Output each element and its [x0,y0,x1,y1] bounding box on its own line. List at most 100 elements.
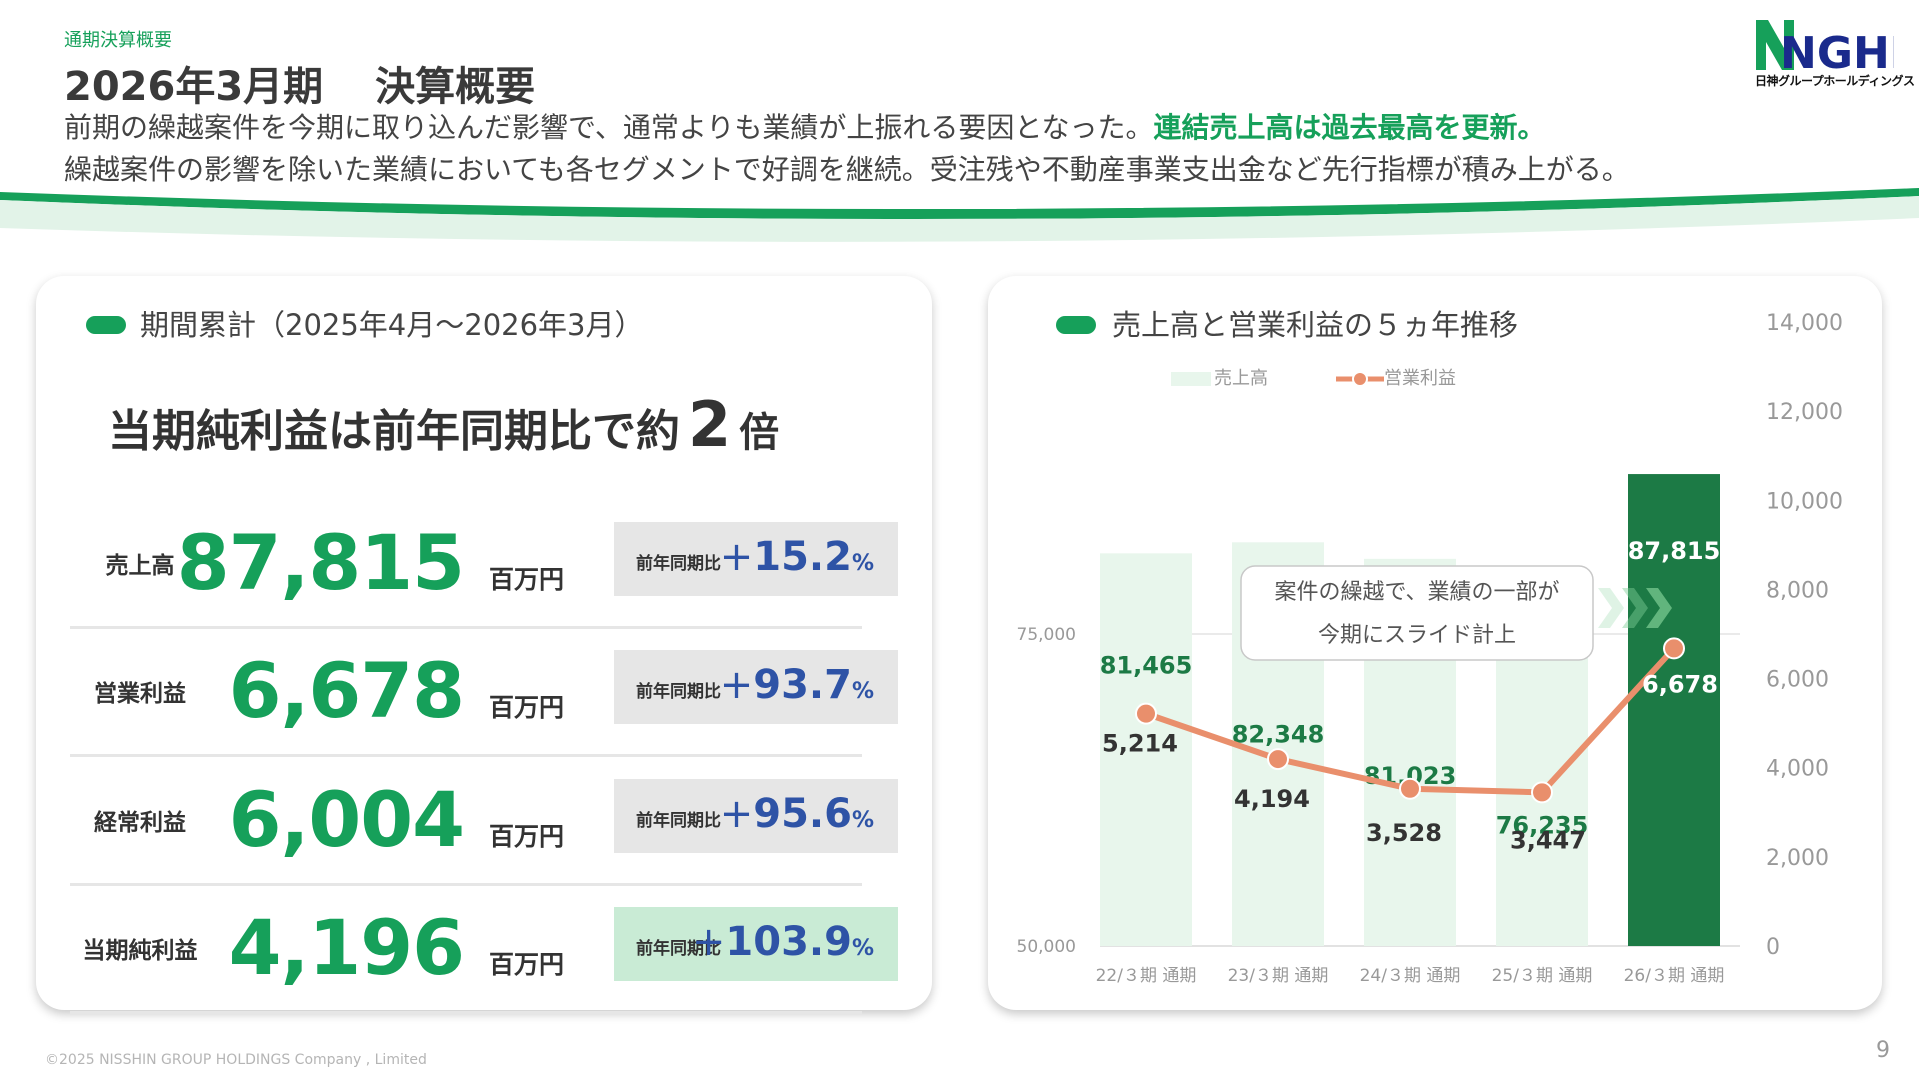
yoy-value: +103.9% [692,919,874,965]
heading-marker [1056,316,1096,334]
yoy-sign: + [719,791,754,837]
metric-row-net-income: 当期純利益 4,196 百万円 前年同期比 +103.9% [70,885,898,1014]
right-tick-label: 10,000 [1766,489,1843,514]
metric-row-sales: 売上高 87,815 百万円 前年同期比 +15.2% [70,500,898,629]
yoy-number: 15.2 [753,534,852,580]
operating-profit-value-label: 4,194 [1234,785,1310,813]
sales-bar [1100,553,1192,946]
yoy-value: +15.2% [720,534,874,580]
yoy-box: 前年同期比 +103.9% [614,907,898,981]
heading-marker [86,316,126,334]
callout-box [1240,565,1594,661]
operating-profit-marker [1267,748,1289,771]
yoy-box: 前年同期比 +95.6% [614,779,898,853]
category-label: 23/３期 通期 [1228,966,1329,986]
breadcrumb: 通期決算概要 [64,30,172,51]
chart-heading: 売上高と営業利益の５ヵ年推移 [1112,308,1519,342]
left-tick-label: 50,000 [1017,937,1076,957]
operating-profit-marker [1531,781,1553,804]
operating-profit-value-label: 3,447 [1510,826,1586,854]
callout-line-1: 案件の繰越で、業績の一部が [1274,580,1559,605]
summary-card: 期間累計（2025年4月～2026年3月） 当期純利益は前年同期比で約 2 倍 売上… [36,276,932,1014]
metric-label: 売上高 [105,553,175,579]
yoy-label: 前年同期比 [636,554,721,574]
metric-unit: 百万円 [489,565,565,594]
logo-text: NGHD [1780,28,1894,79]
summary-heading: 期間累計（2025年4月～2026年3月） [140,308,644,342]
metric-label: 経常利益 [94,810,186,836]
metric-label: 営業利益 [94,681,186,707]
sales-value-label: 81,465 [1100,651,1193,679]
yoy-value: +93.7% [720,662,874,708]
legend-swatch-sales [1171,372,1211,386]
right-tick-label: 8,000 [1766,578,1829,603]
nghd-logo: NGHD [1756,20,1894,79]
sales-profit-chart: 売上高 営業利益 50,000 75,000 0 2,000 4,000 6,000 8,000… [1017,311,1843,986]
description-line-2: 繰越案件の影響を除いた業績においても各セグメントで好調を継続。受注残や不動産事業… [64,153,1630,186]
right-tick-label: 12,000 [1766,400,1843,425]
sales-value-label: 87,815 [1628,537,1721,565]
yoy-number: 93.7 [753,662,852,708]
title-main: 決算概要 [375,64,536,110]
category-label: 25/３期 通期 [1492,966,1593,986]
page-title: 2026年3月期 決算概要 [64,54,535,112]
sales-value-label: 82,348 [1232,720,1325,748]
metric-value: 6,004 [228,775,465,864]
right-tick-label: 2,000 [1766,846,1829,871]
yoy-label: 前年同期比 [636,939,721,959]
header-swoosh [0,188,1919,242]
right-tick-label: 0 [1766,935,1780,960]
metric-unit: 百万円 [489,950,565,979]
metric-row-ordinary-profit: 経常利益 6,004 百万円 前年同期比 +95.6% [70,757,898,886]
legend-marker-operating-profit [1352,371,1368,387]
logo-subtitle: 日神グループホールディングス [1755,74,1915,88]
legend-label-operating-profit: 営業利益 [1384,368,1456,389]
right-tick-label: 4,000 [1766,757,1829,782]
metric-label: 当期純利益 [82,938,198,964]
operating-profit-marker [1399,777,1421,800]
sales-bar [1628,474,1720,946]
yoy-sign: + [691,919,726,965]
right-tick-label: 14,000 [1766,311,1843,336]
callout-arrow-icon [1598,588,1624,628]
legend-label-sales: 売上高 [1214,368,1268,389]
metric-unit: 百万円 [489,822,565,851]
summary-headline: 当期純利益は前年同期比で約 2 倍 [108,388,779,461]
category-label: 26/３期 通期 [1624,966,1725,986]
yoy-percent: % [851,808,874,833]
headline-prefix: 当期純利益は前年同期比で約 [108,406,680,457]
yoy-label: 前年同期比 [636,811,721,831]
callout-arrow-icon [1646,588,1672,628]
metric-value: 4,196 [228,903,465,992]
operating-profit-value-label: 3,528 [1366,819,1442,847]
headline-suffix: 倍 [739,410,780,456]
operating-profit-marker [1663,637,1685,660]
yoy-box: 前年同期比 +15.2% [614,522,898,596]
description-text: 前期の繰越案件を今期に取り込んだ影響で、通常よりも業績が上振れる要因となった。 [64,111,1154,144]
metric-row-operating-profit: 営業利益 6,678 百万円 前年同期比 +93.7% [70,628,898,757]
headline-number: 2 [688,388,732,461]
category-label: 24/３期 通期 [1360,966,1461,986]
operating-profit-value-label: 6,678 [1642,670,1718,698]
operating-profit-marker [1135,702,1157,725]
right-tick-label: 6,000 [1766,668,1829,693]
yoy-box: 前年同期比 +93.7% [614,650,898,724]
category-label: 22/３期 通期 [1096,966,1197,986]
metric-value: 87,815 [176,518,465,607]
callout-line-2: 今期にスライド計上 [1318,623,1516,648]
left-tick-label: 75,000 [1017,625,1076,645]
yoy-number: 95.6 [753,791,852,837]
title-period: 2026年3月期 [64,64,324,110]
callout-arrow-icon [1622,588,1648,628]
description-highlight: 連結売上高は過去最高を更新。 [1153,111,1546,144]
yoy-percent: % [851,936,874,961]
page-number: 9 [1876,1038,1890,1063]
copyright: ©2025 NISSHIN GROUP HOLDINGS Company , L… [45,1052,427,1068]
yoy-percent: % [851,679,874,704]
yoy-sign: + [719,534,754,580]
yoy-number: 103.9 [725,919,852,965]
yoy-sign: + [719,662,754,708]
description-line-1: 前期の繰越案件を今期に取り込んだ影響で、通常よりも業績が上振れる要因となった。連… [64,106,1546,146]
yoy-label: 前年同期比 [636,682,721,702]
operating-profit-value-label: 5,214 [1102,730,1178,758]
